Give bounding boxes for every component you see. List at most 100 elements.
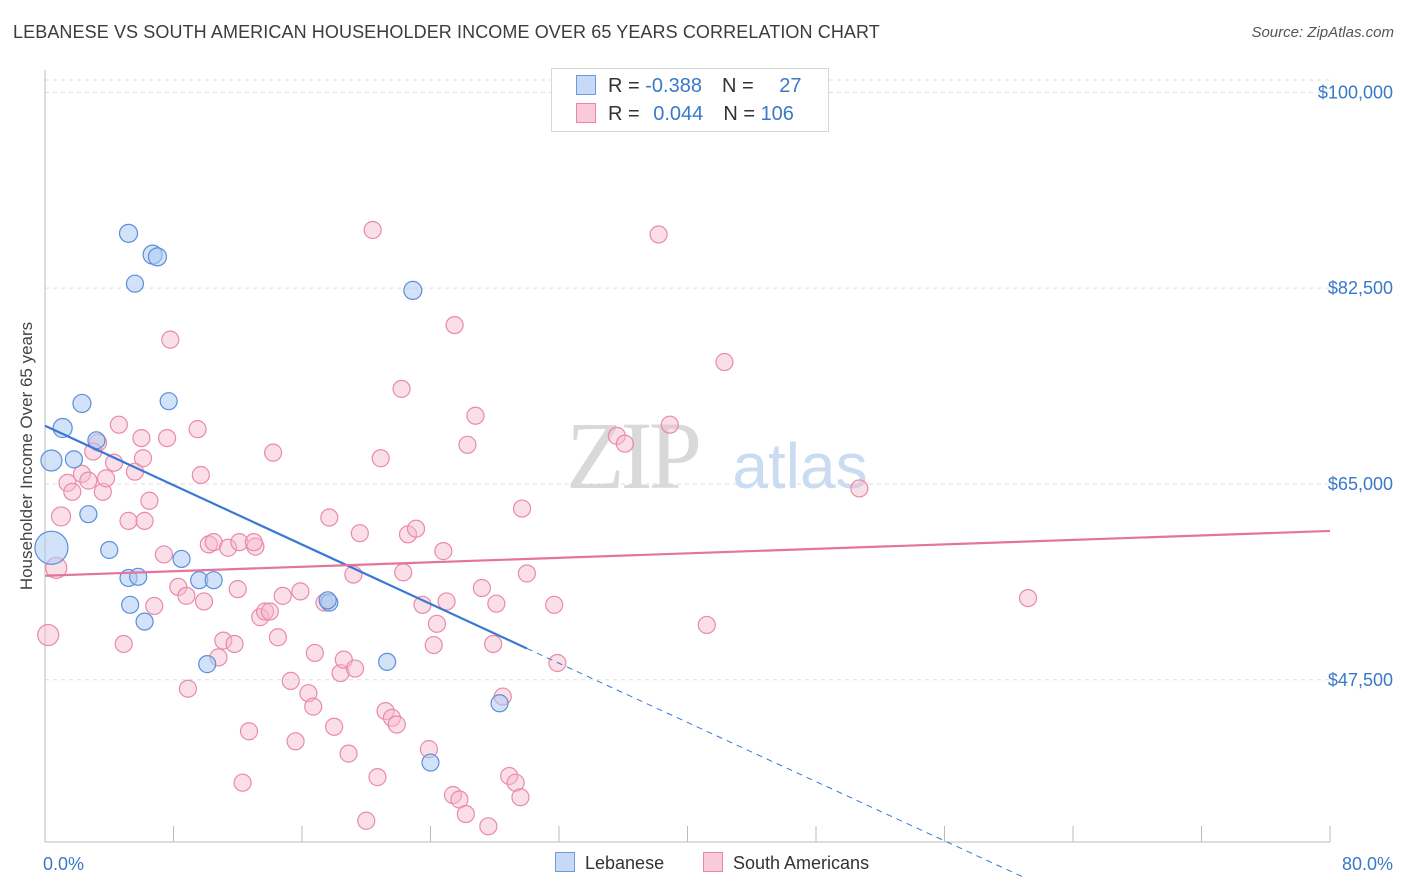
legend-swatch-south-americans [576, 103, 596, 123]
point-lebanese [204, 571, 223, 590]
point-lebanese [100, 540, 119, 560]
point-south-americans [109, 415, 128, 434]
point-south-americans [345, 659, 365, 678]
point-south-americans [177, 586, 196, 605]
watermark-atlas: atlas [732, 430, 867, 502]
point-south-americans [219, 538, 238, 557]
bottom-legend-swatch-lebanese [555, 852, 575, 872]
bottom-legend-label-south-americans: South Americans [733, 853, 870, 873]
point-south-americans [445, 315, 464, 335]
point-south-americans [697, 615, 716, 635]
point-south-americans [371, 449, 390, 468]
point-south-americans [1018, 588, 1038, 608]
point-lebanese [159, 392, 178, 411]
point-south-americans [286, 732, 305, 751]
legend-n-value: 106 [760, 103, 794, 125]
point-south-americans [649, 225, 668, 244]
point-south-americans [37, 623, 60, 647]
bottom-legend-swatch-south-americans [703, 852, 723, 872]
point-lebanese [129, 567, 148, 586]
point-south-americans [133, 449, 153, 468]
legend-r-value: -0.388 [645, 75, 702, 97]
point-south-americans [93, 482, 112, 501]
x-tick-label: 80.0% [1342, 854, 1393, 874]
watermark-zip: ZIP [566, 402, 699, 509]
point-south-americans [305, 643, 324, 663]
y-tick-label: $65,000 [1328, 474, 1393, 494]
point-south-americans [357, 811, 376, 830]
point-south-americans [472, 578, 491, 598]
point-south-americans [299, 684, 318, 703]
point-south-americans [281, 671, 300, 690]
chart-title: LEBANESE VS SOUTH AMERICAN HOUSEHOLDER I… [13, 22, 880, 42]
point-south-americans [63, 482, 82, 501]
point-south-americans [291, 582, 310, 601]
point-south-americans [456, 804, 475, 824]
x-tick-label: 0.0% [43, 854, 84, 874]
point-lebanese [318, 591, 337, 610]
point-south-americans [850, 479, 869, 498]
point-south-americans [545, 595, 564, 614]
tick-labels: $100,000 $82,500 $65,000 $47,500 0.0% 80.0% [43, 82, 1393, 874]
point-south-americans [228, 580, 247, 599]
legend-r-label: R = [608, 103, 646, 125]
point-south-americans [517, 564, 536, 583]
legend-r-value: 0.044 [653, 103, 704, 125]
watermark: ZIP atlas [566, 402, 868, 509]
point-lebanese [118, 223, 139, 243]
point-south-americans [466, 406, 485, 425]
point-south-americans [135, 511, 154, 530]
legend-r-label: R = [608, 75, 646, 97]
point-south-americans [233, 773, 252, 792]
point-south-americans [376, 701, 395, 721]
point-south-americans [96, 469, 116, 488]
point-lebanese [72, 393, 92, 414]
point-south-americans [458, 435, 477, 454]
point-south-americans [506, 773, 525, 792]
point-south-americans [239, 722, 259, 741]
point-south-americans [58, 473, 77, 492]
point-south-americans [119, 511, 138, 530]
point-south-americans [424, 635, 443, 655]
point-south-americans [479, 817, 498, 836]
legend-n-label: N = [721, 75, 760, 97]
point-lebanese [34, 530, 69, 565]
point-south-americans [268, 628, 288, 647]
point-south-americans [194, 592, 214, 611]
point-south-americans [660, 415, 679, 434]
point-south-americans [260, 602, 279, 621]
point-lebanese [403, 280, 423, 301]
point-lebanese [490, 694, 509, 713]
legend-swatch-lebanese [576, 75, 596, 95]
south-americans-points [37, 220, 1038, 836]
point-south-americans [50, 506, 72, 527]
point-south-americans [161, 330, 180, 349]
point-south-americans [188, 420, 207, 439]
point-south-americans [437, 592, 456, 611]
point-south-americans [263, 443, 283, 462]
point-south-americans [320, 508, 339, 527]
point-south-americans [434, 542, 453, 561]
point-south-americans [406, 519, 426, 538]
trend-line-south-americans [44, 529, 1331, 577]
point-south-americans [387, 715, 406, 734]
point-lebanese [40, 449, 63, 472]
source-label: Source: ZipAtlas.com [1251, 24, 1394, 41]
point-south-americans [145, 596, 164, 616]
y-tick-label: $100,000 [1318, 82, 1393, 102]
point-south-americans [392, 379, 411, 398]
correlation-legend: R = -0.388 N = 27 R = 0.044 N = 106 [551, 68, 829, 132]
point-lebanese [421, 753, 440, 772]
point-lebanese [79, 505, 98, 524]
legend-n-label: N = [723, 103, 761, 125]
point-south-americans [199, 535, 218, 554]
bottom-legend-label-lebanese: Lebanese [585, 853, 665, 873]
point-south-americans [251, 608, 270, 627]
y-tick-label: $82,500 [1328, 278, 1393, 298]
point-south-americans [140, 491, 159, 510]
point-south-americans [273, 586, 292, 605]
point-south-americans [715, 352, 734, 372]
legend-row-lebanese: R = -0.388 N = 27 [576, 75, 801, 99]
point-south-americans [325, 717, 344, 736]
